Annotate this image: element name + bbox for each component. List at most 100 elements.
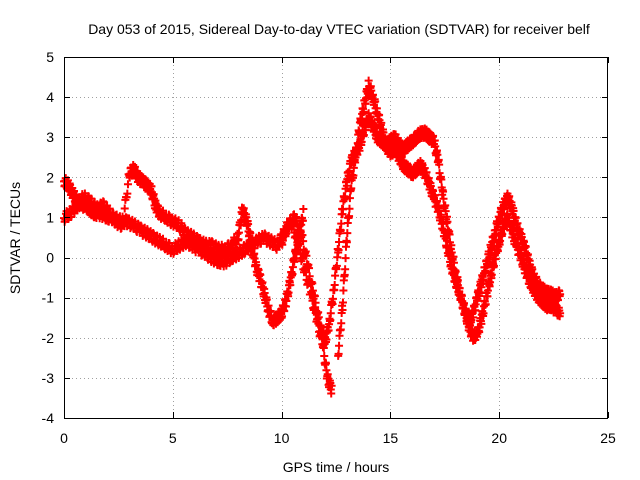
data-point bbox=[278, 236, 287, 245]
data-point bbox=[123, 189, 132, 198]
y-tick-label: 3 bbox=[46, 129, 54, 145]
x-tick-label: 15 bbox=[383, 430, 399, 446]
y-tick-label: 2 bbox=[46, 169, 54, 185]
data-point bbox=[335, 237, 344, 246]
chart-title: Day 053 of 2015, Sidereal Day-to-day VTE… bbox=[88, 21, 590, 37]
data-point bbox=[260, 289, 269, 298]
data-point bbox=[330, 280, 339, 289]
data-point bbox=[420, 164, 429, 173]
series-4 bbox=[334, 76, 565, 360]
data-point bbox=[288, 270, 297, 279]
y-tick-label: 5 bbox=[46, 49, 54, 65]
data-point bbox=[294, 239, 303, 248]
data-point bbox=[321, 359, 330, 368]
data-point bbox=[326, 309, 335, 318]
data-point bbox=[459, 299, 468, 308]
data-point bbox=[556, 290, 565, 299]
data-point bbox=[345, 212, 354, 221]
y-tick-label: -4 bbox=[42, 410, 55, 426]
data-point bbox=[234, 235, 243, 244]
data-point bbox=[298, 216, 307, 225]
data-point bbox=[341, 265, 350, 274]
data-point bbox=[337, 319, 346, 328]
x-tick-label: 25 bbox=[600, 430, 616, 446]
data-point bbox=[341, 192, 350, 201]
data-point bbox=[486, 250, 495, 259]
data-point bbox=[483, 286, 492, 295]
x-tick-label: 20 bbox=[491, 430, 507, 446]
y-tick-label: -1 bbox=[42, 290, 55, 306]
data-point bbox=[377, 118, 386, 127]
y-tick-label: 1 bbox=[46, 209, 54, 225]
data-point bbox=[469, 313, 478, 322]
data-point bbox=[477, 319, 486, 328]
data-point bbox=[443, 217, 452, 226]
data-point bbox=[345, 204, 354, 213]
data-point bbox=[509, 206, 518, 215]
y-tick-label: 4 bbox=[46, 89, 54, 105]
x-tick-label: 5 bbox=[169, 430, 177, 446]
data-point bbox=[357, 116, 366, 125]
data-point bbox=[477, 283, 486, 292]
data-point bbox=[379, 128, 388, 137]
data-point bbox=[453, 276, 462, 285]
data-point bbox=[431, 142, 440, 151]
data-point bbox=[451, 267, 460, 276]
data-point bbox=[338, 298, 347, 307]
data-point bbox=[479, 309, 488, 318]
data-point bbox=[332, 261, 341, 270]
data-point bbox=[483, 257, 492, 266]
data-point bbox=[311, 298, 320, 307]
data-point bbox=[437, 175, 446, 184]
data-point bbox=[327, 389, 336, 398]
data-point bbox=[475, 288, 484, 297]
data-point bbox=[299, 237, 308, 246]
x-tick-label: 0 bbox=[60, 430, 68, 446]
data-point bbox=[326, 316, 335, 325]
data-point bbox=[331, 271, 340, 280]
data-point bbox=[299, 204, 308, 213]
data-point bbox=[481, 267, 490, 276]
data-point bbox=[308, 279, 317, 288]
data-point bbox=[349, 171, 358, 180]
data-point bbox=[345, 166, 354, 175]
data-point bbox=[481, 300, 490, 309]
data-point bbox=[322, 335, 331, 344]
data-point bbox=[435, 160, 444, 169]
series-2 bbox=[60, 160, 308, 330]
data-point bbox=[234, 228, 243, 237]
data-point bbox=[439, 187, 448, 196]
data-point bbox=[120, 204, 129, 213]
data-point bbox=[301, 268, 310, 277]
data-point bbox=[368, 90, 377, 99]
data-point bbox=[357, 137, 366, 146]
data-point bbox=[262, 295, 271, 304]
data-point bbox=[292, 245, 301, 254]
data-point bbox=[449, 258, 458, 267]
data-point bbox=[455, 284, 464, 293]
data-point bbox=[248, 244, 257, 253]
y-tick-label: -3 bbox=[42, 370, 55, 386]
data-point bbox=[314, 313, 323, 322]
data-point bbox=[258, 283, 267, 292]
data-point bbox=[244, 220, 253, 229]
data-point bbox=[305, 264, 314, 273]
y-axis-label: SDTVAR / TECUs bbox=[7, 182, 23, 294]
data-point bbox=[345, 194, 354, 203]
data-point bbox=[341, 254, 350, 263]
data-point bbox=[441, 207, 450, 216]
x-tick-label: 10 bbox=[274, 430, 290, 446]
data-point bbox=[342, 238, 351, 247]
data-point bbox=[305, 272, 314, 281]
data-point bbox=[347, 184, 356, 193]
data-point bbox=[302, 251, 311, 260]
data-point bbox=[308, 286, 317, 295]
data-point bbox=[359, 107, 368, 116]
y-tick-label: 0 bbox=[46, 250, 54, 266]
data-point bbox=[334, 349, 343, 358]
data-point bbox=[284, 288, 293, 297]
data-point bbox=[351, 153, 360, 162]
data-point bbox=[120, 214, 129, 223]
data-point bbox=[335, 341, 344, 350]
